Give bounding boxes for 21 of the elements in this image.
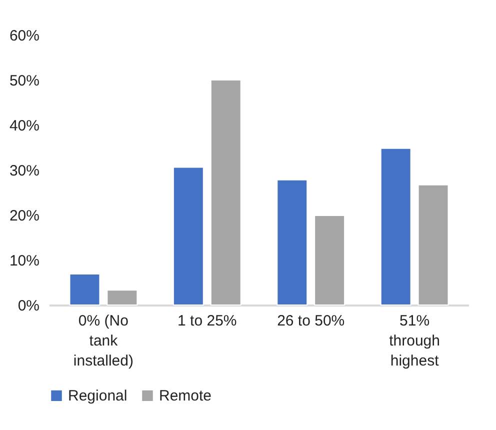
legend-label: Regional — [68, 388, 128, 405]
y-tick-label: 10% — [9, 252, 40, 270]
y-tick-label: 60% — [9, 28, 40, 44]
bar — [210, 80, 242, 306]
bar — [380, 148, 412, 306]
legend-label: Remote — [159, 388, 212, 405]
y-tick-label: 40% — [9, 118, 40, 134]
y-tick-label: 50% — [9, 72, 40, 90]
bar — [418, 184, 449, 306]
bar — [172, 166, 204, 306]
bar — [276, 179, 308, 306]
x-tick-label: 1 to 25% — [178, 312, 237, 330]
x-tick-label: 51% through highest — [389, 312, 440, 370]
y-tick-label: 30% — [9, 162, 40, 180]
y-tick-label: 20% — [9, 208, 40, 224]
x-tick-label: 0% (No tank installed) — [73, 312, 134, 370]
bar — [314, 214, 346, 306]
x-tick-label: 26 to 50% — [277, 312, 345, 330]
y-tick-label: 0% — [18, 298, 40, 314]
bar — [106, 290, 138, 306]
bar — [69, 273, 100, 306]
